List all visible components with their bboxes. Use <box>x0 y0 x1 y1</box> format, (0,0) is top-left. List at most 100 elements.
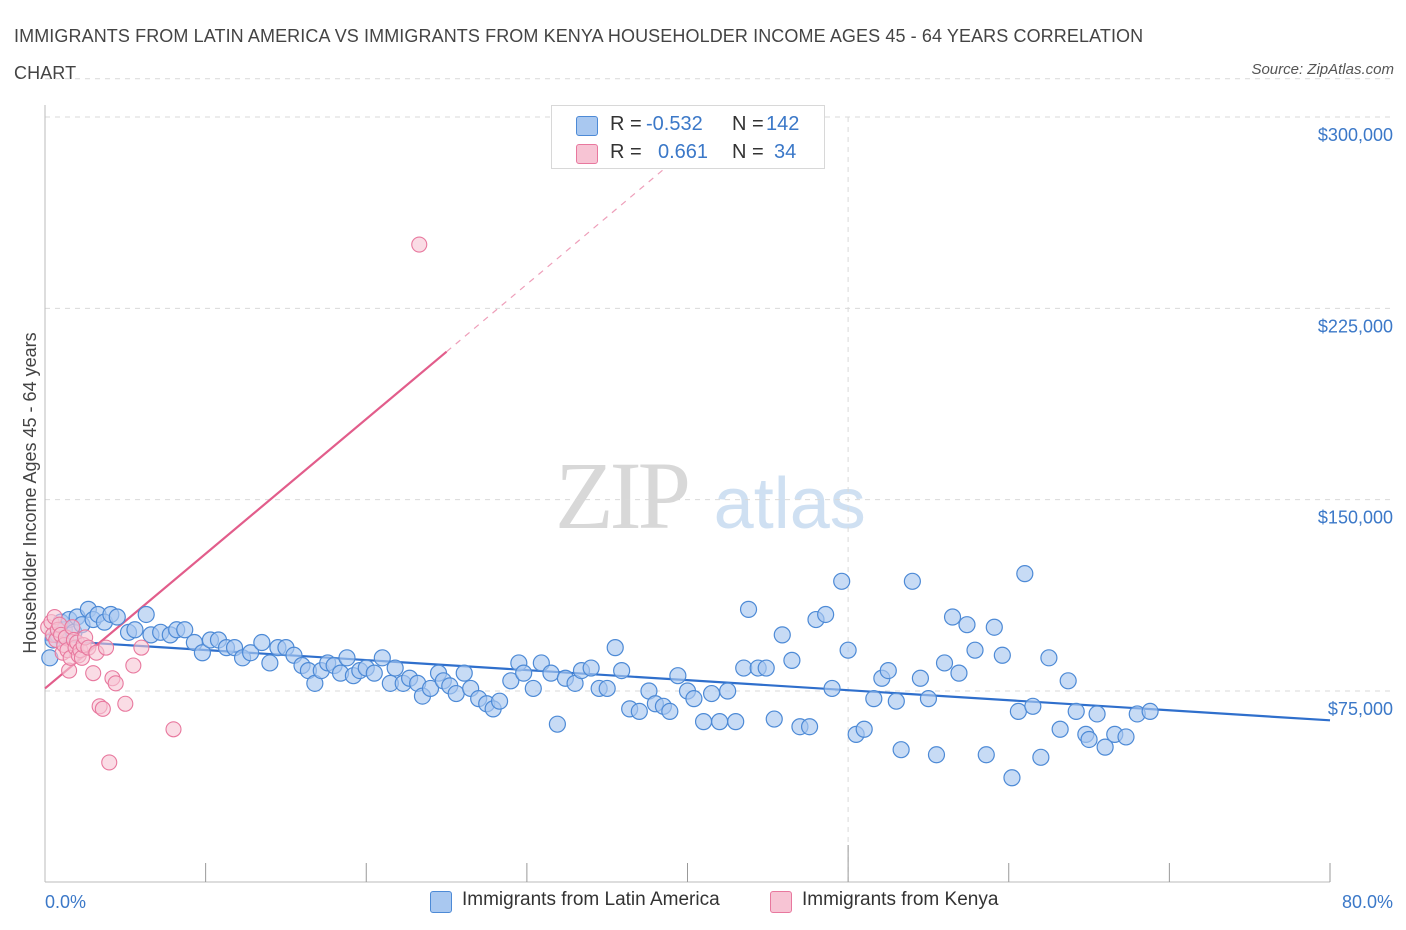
y-tick-labels: $75,000 $150,000 $225,000 $300,000 <box>1318 125 1393 719</box>
axes <box>44 105 1331 883</box>
point-latin-america <box>548 715 566 733</box>
source-label: Source: ZipAtlas.com <box>1251 61 1394 78</box>
point-latin-america <box>739 600 758 618</box>
point-latin-america <box>502 672 520 690</box>
bottom-legend-label-kenya: Immigrants from Kenya <box>802 889 999 910</box>
point-latin-america <box>524 679 542 698</box>
point-kenya <box>107 675 124 692</box>
point-latin-america <box>386 659 404 677</box>
y-tick-label: $150,000 <box>1318 508 1393 528</box>
point-latin-america <box>365 664 383 682</box>
points-latin-america <box>41 565 1159 787</box>
point-latin-america <box>892 741 910 759</box>
grid-lines <box>45 78 1393 882</box>
point-latin-america <box>855 720 873 738</box>
point-latin-america <box>1003 769 1021 787</box>
point-latin-america <box>582 659 600 677</box>
legend-n-label: N = <box>732 113 764 135</box>
point-latin-america <box>515 664 533 682</box>
point-latin-america <box>447 684 465 703</box>
legend-r-value-kenya: 0.661 <box>658 141 709 163</box>
point-kenya <box>101 754 118 771</box>
bottom-legend-swatch-latin-america <box>430 891 452 913</box>
point-latin-america <box>911 669 930 687</box>
point-latin-america <box>490 692 509 710</box>
point-latin-america <box>1051 720 1069 738</box>
point-latin-america <box>1096 738 1114 756</box>
point-latin-america <box>879 661 897 680</box>
point-latin-america <box>373 649 391 667</box>
point-latin-america <box>935 654 954 672</box>
legend-n-value-kenya: 34 <box>774 141 797 163</box>
chart-title: IMMIGRANTS FROM LATIN AMERICA VS IMMIGRA… <box>14 26 1144 83</box>
y-tick-label: $225,000 <box>1318 316 1393 336</box>
watermark-zip: ZIP <box>555 442 691 549</box>
trend-line-kenya-group <box>44 142 696 690</box>
legend-n-label: N = <box>732 141 764 163</box>
point-latin-america <box>661 702 679 721</box>
x-tick-label: 0.0% <box>45 892 86 912</box>
point-latin-america <box>694 713 713 731</box>
y-tick-label: $75,000 <box>1328 699 1393 719</box>
point-latin-america <box>1117 728 1135 746</box>
point-latin-america <box>338 649 356 667</box>
point-kenya <box>411 236 428 253</box>
point-latin-america <box>927 746 946 764</box>
point-latin-america <box>757 659 775 677</box>
bottom-legend-swatch-kenya <box>770 891 792 913</box>
point-latin-america <box>1088 705 1106 723</box>
point-latin-america <box>903 572 921 590</box>
watermark: ZIP atlas <box>555 440 866 551</box>
y-axis-label: Householder Income Ages 45 - 64 years <box>20 332 40 653</box>
point-latin-america <box>727 713 745 731</box>
legend-swatch-kenya <box>576 144 598 164</box>
point-latin-america <box>1080 730 1098 749</box>
point-latin-america <box>685 690 703 708</box>
point-latin-america <box>1024 697 1042 715</box>
point-latin-america <box>833 572 851 590</box>
point-latin-america <box>253 633 271 652</box>
point-latin-america <box>993 646 1011 664</box>
x-tick-label: 80.0% <box>1342 892 1393 912</box>
point-latin-america <box>966 641 984 659</box>
points-kenya <box>40 236 428 771</box>
point-latin-america <box>193 644 212 662</box>
trend-line-kenya-extrapolated <box>446 142 696 353</box>
point-latin-america <box>126 621 144 639</box>
point-latin-america <box>137 605 155 624</box>
point-latin-america <box>958 616 976 634</box>
legend-n-value-latin-america: 142 <box>766 113 800 135</box>
point-latin-america <box>108 608 126 626</box>
point-latin-america <box>950 664 968 682</box>
point-latin-america <box>783 651 801 669</box>
y-tick-label: $300,000 <box>1318 125 1393 145</box>
point-latin-america <box>1009 702 1027 721</box>
point-latin-america <box>669 667 687 685</box>
legend-r-label: R = <box>610 113 642 135</box>
point-latin-america <box>702 684 721 703</box>
point-kenya <box>117 695 134 712</box>
point-latin-america <box>1067 702 1085 721</box>
point-latin-america <box>823 679 841 698</box>
point-latin-america <box>887 692 905 710</box>
correlation-legend: R = -0.532 N = 142 R = 0.661 N = 34 <box>551 105 825 169</box>
point-latin-america <box>943 608 962 626</box>
point-latin-america <box>1141 702 1159 721</box>
point-latin-america <box>242 644 260 662</box>
point-latin-america <box>1016 565 1034 583</box>
point-kenya <box>133 639 150 656</box>
point-latin-america <box>765 710 783 728</box>
point-latin-america <box>1040 649 1058 667</box>
point-latin-america <box>985 618 1003 636</box>
x-tick-labels: 0.0% 80.0% <box>45 892 1393 912</box>
point-kenya <box>94 700 111 717</box>
point-latin-america <box>839 641 857 659</box>
point-latin-america <box>735 659 753 677</box>
point-latin-america <box>817 605 835 624</box>
point-latin-america <box>606 639 624 657</box>
point-latin-america <box>977 746 995 764</box>
point-kenya <box>125 657 142 674</box>
point-latin-america <box>865 690 883 708</box>
legend-swatch-latin-america <box>576 116 598 136</box>
legend-r-label: R = <box>610 141 642 163</box>
